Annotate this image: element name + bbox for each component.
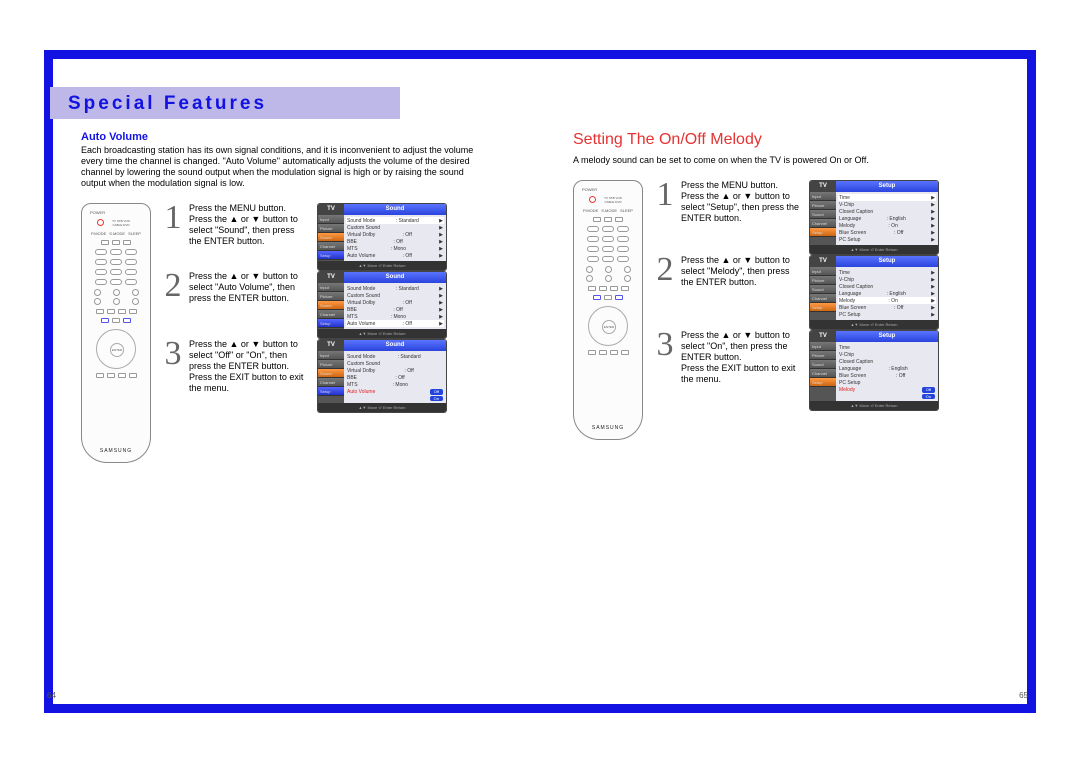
left-subtitle: Auto Volume: [81, 131, 511, 143]
step-text: Press the ▲ or ▼ button to select "Off" …: [189, 339, 309, 394]
right-column: Setting The On/Off Melody A melody sound…: [573, 131, 1003, 440]
osd-sound-2: TVSound Input Picture Sound Channel Setu…: [317, 271, 447, 339]
osd-setup-1: TVSetup Input Picture Sound Channel Setu…: [809, 180, 939, 255]
step-num: 3: [163, 339, 183, 369]
remote-left: POWER TV STB VCR CABLE DVD P.MODES.MODES…: [81, 203, 151, 463]
left-steps: 1 Press the MENU button. Press the ▲ or …: [163, 203, 511, 463]
page-right: 65: [1019, 691, 1028, 700]
power-label: POWER: [88, 210, 105, 215]
right-steps: 1 Press the MENU button. Press the ▲ or …: [655, 180, 1003, 440]
header-band: Special Features: [50, 87, 400, 119]
step-num: 1: [163, 203, 183, 233]
left-column: Auto Volume Each broadcasting station ha…: [81, 131, 511, 463]
dpad: ENTER: [96, 329, 136, 369]
osd-setup-3: TVSetup Input Picture Sound Channel Setu…: [809, 330, 939, 411]
step-text: Press the MENU button. Press the ▲ or ▼ …: [189, 203, 309, 247]
osd-sound-3: TVSound Input Picture Sound Channel Setu…: [317, 339, 447, 413]
osd-sound-1: TVSound Input Picture Sound Channel Setu…: [317, 203, 447, 271]
step-text: Press the ▲ or ▼ button to select "Auto …: [189, 271, 309, 304]
osd-setup-2: TVSetup Input Picture Sound Channel Setu…: [809, 255, 939, 330]
right-intro: A melody sound can be set to come on whe…: [573, 155, 913, 166]
step-num: 2: [163, 271, 183, 301]
page-left: 64: [47, 691, 56, 700]
page-frame: Special Features Auto Volume Each broadc…: [44, 50, 1036, 713]
remote-brand: SAMSUNG: [82, 448, 150, 454]
right-title: Setting The On/Off Melody: [573, 131, 1003, 149]
left-intro: Each broadcasting station has its own si…: [81, 145, 481, 189]
remote-right: POWER TV STB VCR CABLE DVD P.MODES.MODES…: [573, 180, 643, 440]
